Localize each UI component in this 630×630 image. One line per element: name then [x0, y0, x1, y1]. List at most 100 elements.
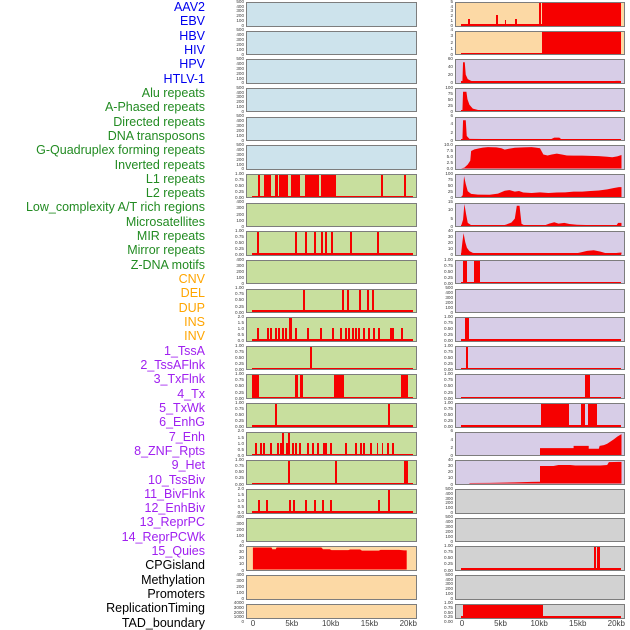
track-plot-L2 repeats [247, 375, 416, 398]
signal-bar [462, 260, 468, 284]
track-plot-G-Quadruplex forming repeats [247, 289, 416, 312]
signal-bar [298, 442, 301, 456]
signal-bar [362, 328, 365, 341]
signal-area-2_TssAFlnk [462, 91, 620, 112]
y-axis-ticks-6_EnhG: 15 10 5 0 [413, 200, 453, 229]
y-tick-label: 0 [450, 596, 453, 602]
track-panel-AAV2 [246, 2, 417, 27]
signal-baseline [252, 309, 414, 312]
signal-bar [257, 500, 260, 513]
y-tick-label: 300 [236, 205, 244, 211]
x-axis-label-left-0: 0 [250, 619, 256, 628]
y-tick-label: 0.50 [444, 609, 453, 615]
track-label-7_Enh: 7_Enh [168, 429, 205, 444]
y-tick-label: 10.0 [444, 141, 453, 147]
signal-bar [289, 318, 292, 341]
signal-bar [468, 18, 470, 26]
y-tick-label: 0 [450, 23, 453, 29]
y-tick-label: 100 [236, 590, 244, 596]
y-tick-label: 500 [236, 56, 244, 61]
y-tick-label: 7.5 [446, 148, 453, 154]
track-plot-EBV [247, 32, 416, 55]
y-tick-label: 0.50 [235, 469, 244, 475]
y-tick-label: 300 [236, 94, 244, 100]
y-tick-label: 0.50 [235, 354, 244, 360]
y-tick-label: 0.5 [237, 332, 244, 338]
signal-bar [307, 328, 309, 341]
track-label-MIR repeats: MIR repeats [136, 229, 205, 244]
y-tick-label: 0.25 [444, 418, 453, 424]
y-tick-label: 300 [236, 65, 244, 71]
track-panel-TAD_boundary [455, 603, 625, 619]
signal-bar [324, 232, 328, 255]
track-panel-EBV [246, 30, 417, 56]
signal-bar [257, 232, 260, 255]
y-axis-ticks-HBV: 500 400 300 200 100 0 [204, 56, 244, 86]
signal-bar [404, 461, 409, 484]
track-label-Z-DNA motifs: Z-DNA motifs [130, 257, 205, 272]
signal-bar [275, 404, 278, 427]
track-panel-3_TxFlnk [455, 116, 625, 142]
y-tick-label: 0.25 [235, 188, 244, 194]
y-tick-label: 1.00 [235, 342, 244, 348]
track-panel-CPGisland [455, 489, 625, 514]
x-axis-label-left-5kb: 5kb [285, 619, 299, 628]
y-tick-label: 0 [450, 309, 453, 315]
track-plot-8_ZNF_Rpts [456, 260, 624, 284]
track-plot-Promoters [456, 547, 624, 570]
y-tick-label: 0.25 [444, 614, 453, 620]
track-label-3_TxFlnk: 3_TxFlnk [153, 372, 205, 387]
signal-bar [340, 328, 342, 341]
signal-bar [295, 375, 299, 398]
y-tick-label: 0.5 [237, 504, 244, 510]
signal-bar [291, 442, 294, 456]
signal-bar [344, 328, 347, 341]
signal-bar [372, 289, 375, 312]
signal-bar [368, 328, 370, 341]
y-tick-label: 0 [241, 51, 244, 57]
y-tick-label: 0.50 [444, 383, 453, 389]
track-plot-INS [456, 3, 624, 26]
track-plot-MIR repeats [247, 461, 416, 484]
y-tick-label: 1.00 [444, 256, 453, 262]
track-label-INV: INV [184, 329, 205, 344]
signal-baseline [252, 453, 414, 456]
y-tick-label: 0.00 [444, 567, 453, 573]
y-axis-ticks-CNV: 40 30 20 10 0 [204, 543, 244, 573]
signal-baseline [252, 367, 414, 370]
y-tick-label: 0.50 [444, 354, 453, 360]
signal-bar [295, 328, 298, 341]
y-tick-label: 0 [450, 452, 453, 458]
y-tick-label: 1.0 [237, 498, 244, 503]
y-tick-label: 10 [238, 561, 244, 567]
signal-bar [334, 461, 337, 484]
track-plot-1_TssA [456, 60, 624, 83]
signal-area-3_TxFlnk [462, 119, 620, 141]
signal-bar [359, 289, 362, 312]
y-axis-ticks-EBV: 500 400 300 200 100 0 [204, 28, 244, 57]
y-tick-label: 0.0 [237, 338, 244, 344]
x-axis-label-right-20kb: 20kb [607, 619, 626, 628]
y-axis-ticks-G-Quadruplex forming repeats: 1.00 0.75 0.50 0.25 0.00 [204, 286, 244, 315]
y-axis-ticks-Mirror repeats: 2.0 1.5 1.0 0.5 0.0 [204, 486, 244, 516]
signal-bar [279, 174, 289, 198]
signal-bar [330, 232, 333, 255]
y-tick-label: 1.5 [237, 319, 244, 325]
track-panel-A-Phased repeats [246, 202, 417, 228]
signal-bar [314, 232, 317, 255]
signal-bar [288, 461, 291, 484]
track-label-Mirror repeats: Mirror repeats [127, 243, 205, 258]
track-plot-A-Phased repeats [247, 204, 416, 227]
signal-bar [331, 328, 334, 341]
track-plot-DEL [247, 576, 416, 599]
y-tick-label: 0.00 [235, 481, 244, 487]
y-tick-label: 100 [445, 505, 453, 511]
signal-bar [316, 442, 319, 456]
y-tick-label: 75 [447, 90, 453, 96]
y-tick-label: 100 [236, 46, 244, 52]
track-label-1_TssA: 1_TssA [164, 343, 205, 358]
y-tick-label: 300 [445, 581, 453, 587]
y-tick-label: 200 [236, 211, 244, 217]
track-plot-DNA transposons [247, 261, 416, 284]
